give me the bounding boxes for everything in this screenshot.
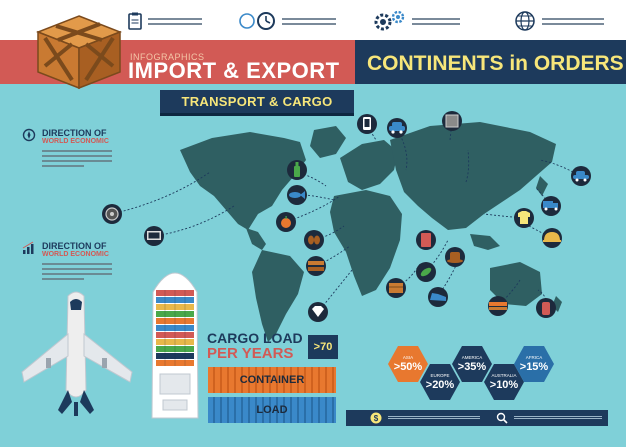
south-america-shape <box>252 250 304 342</box>
hat-icon <box>445 247 465 267</box>
compass-icon <box>22 128 36 142</box>
continents-banner <box>355 40 626 84</box>
placeholder-text-lines <box>282 17 336 25</box>
clock-icon <box>239 12 275 30</box>
greenland-shape <box>310 126 346 158</box>
placeholder-text-lines <box>542 17 604 25</box>
australia-shape <box>490 262 542 306</box>
placeholder-text-lines <box>412 17 460 25</box>
top-item-globe <box>514 10 604 32</box>
fruit-icon <box>276 212 296 232</box>
placeholder-text-lines <box>514 416 602 420</box>
cargo-load-title: CARGO LOAD <box>207 330 303 346</box>
continents-title: CONTINENTS in ORDERS <box>367 52 624 75</box>
wood-icon <box>306 256 326 276</box>
shoe-icon <box>428 287 448 307</box>
top-item-clipboard <box>128 10 202 32</box>
container-bar: CONTAINER <box>208 367 336 393</box>
continent-name: AFRICA <box>525 355 543 360</box>
search-icon <box>496 412 508 424</box>
asia-shape <box>390 122 556 230</box>
airplane-icon <box>21 291 133 416</box>
placeholder-text-lines <box>148 17 202 25</box>
continent-name: AUSTRALIA <box>491 373 517 378</box>
chip-icon <box>442 111 462 131</box>
fish-icon <box>287 185 307 205</box>
direction-subtitle: WORLD ECONOMIC <box>42 138 109 145</box>
diamond-icon <box>308 302 328 322</box>
svg-text:$: $ <box>374 414 379 423</box>
top-item-clock <box>238 10 336 32</box>
continent-name: AMERICA <box>461 355 483 360</box>
japan-shape <box>536 176 548 196</box>
globe-icon <box>515 11 535 31</box>
cargo-value-badge: >70 <box>308 335 338 359</box>
helmet-icon <box>542 228 562 248</box>
ship-containers <box>156 290 194 366</box>
central-america-shape <box>246 228 266 250</box>
per-years-title: PER YEARS <box>207 345 294 362</box>
phone-icon <box>357 114 377 134</box>
fire-extinguisher-icon <box>536 298 556 318</box>
tv-icon <box>144 226 164 246</box>
lumber-icon <box>488 296 508 316</box>
truck-icon <box>541 196 561 216</box>
wooden-crate-icon <box>36 15 122 90</box>
infographics-label: INFOGRAPHICS <box>130 52 205 62</box>
bar-chart-icon <box>22 241 34 254</box>
cargo-ship-icon <box>151 272 199 419</box>
sedan-icon <box>571 166 591 186</box>
clipboard-icon <box>128 12 142 30</box>
box-icon <box>386 278 406 298</box>
container-label: CONTAINER <box>239 374 305 386</box>
shirt-icon <box>514 208 534 228</box>
main-title: IMPORT & EXPORT <box>128 58 340 83</box>
continent-stat-africa: AFRICA >15% <box>514 346 554 382</box>
dollar-icon: $ <box>370 412 382 424</box>
fuel-icon <box>416 230 436 250</box>
bottle-icon <box>287 160 307 180</box>
car-icon <box>387 118 407 138</box>
continent-value: >10% <box>489 379 519 391</box>
load-label: LOAD <box>256 404 288 416</box>
continent-name: ASIA <box>402 355 414 360</box>
europe-shape <box>340 140 398 190</box>
continent-value: >50% <box>393 361 423 373</box>
gears-icon <box>374 10 405 31</box>
continent-name: EUROPE <box>430 373 450 378</box>
bottom-info-bar: $ <box>346 410 608 426</box>
transport-cargo-label: TRANSPORT & CARGO <box>181 94 333 109</box>
continent-value: >15% <box>519 361 549 373</box>
transport-cargo-banner: TRANSPORT & CARGO <box>160 90 354 116</box>
africa-shape <box>330 190 402 296</box>
placeholder-text-lines <box>388 416 480 420</box>
top-item-gears <box>372 10 460 32</box>
tire-icon <box>102 204 122 224</box>
north-america-shape <box>180 132 306 230</box>
continent-value: >35% <box>457 361 487 373</box>
continent-shapes <box>180 122 562 342</box>
direction-title: DIRECTION OF <box>42 128 107 138</box>
coffee-icon <box>304 230 324 250</box>
direction-title: DIRECTION OF <box>42 241 107 251</box>
direction-subtitle: WORLD ECONOMIC <box>42 251 109 258</box>
placeholder-text-lines <box>42 150 112 170</box>
placeholder-text-lines <box>42 263 112 283</box>
load-bar: LOAD <box>208 397 336 423</box>
southeast-asia-shape <box>470 234 500 250</box>
continent-value: >20% <box>425 379 455 391</box>
leaf-icon <box>416 262 436 282</box>
